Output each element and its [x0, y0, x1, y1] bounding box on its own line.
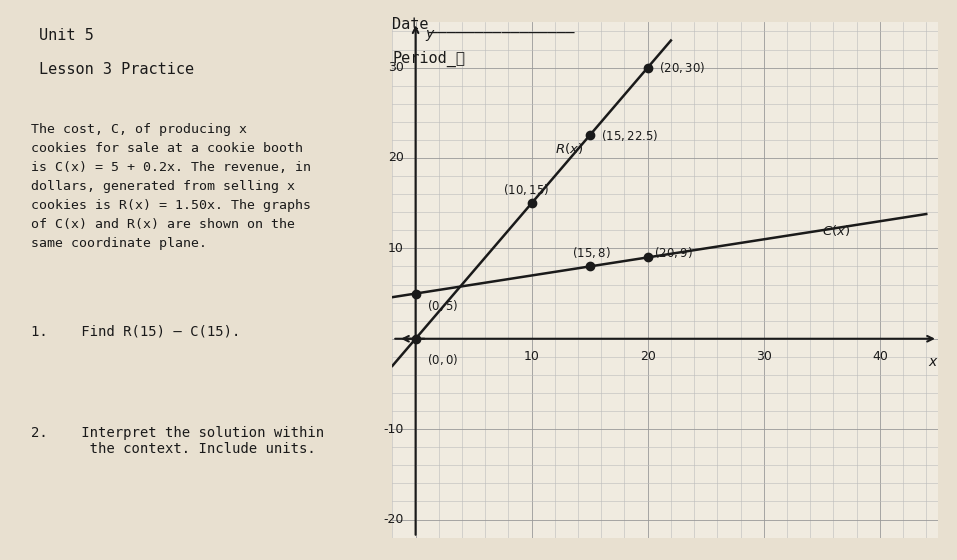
Text: 2.    Interpret the solution within
       the context. Include units.: 2. Interpret the solution within the con…: [32, 426, 324, 456]
Text: 40: 40: [872, 349, 888, 362]
Text: $(0, 0)$: $(0, 0)$: [427, 352, 458, 367]
Text: 30: 30: [389, 61, 404, 74]
Text: $(20, 9)$: $(20, 9)$: [654, 245, 692, 260]
Text: $C(x)$: $C(x)$: [822, 223, 850, 238]
Text: The cost, C, of producing x
cookies for sale at a cookie booth
is C(x) = 5 + 0.2: The cost, C, of producing x cookies for …: [32, 123, 311, 250]
Text: 1.    Find R(15) – C(15).: 1. Find R(15) – C(15).: [32, 325, 241, 339]
Text: Unit 5: Unit 5: [39, 28, 94, 43]
Text: Date________________: Date________________: [392, 17, 575, 33]
Text: Period_ℓ: Period_ℓ: [392, 50, 465, 67]
Text: $(0, 5)$: $(0, 5)$: [427, 298, 458, 313]
Text: 10: 10: [389, 242, 404, 255]
Text: $(15, 22.5)$: $(15, 22.5)$: [601, 128, 658, 143]
Text: $(20, 30)$: $(20, 30)$: [659, 60, 705, 75]
Text: $R(x)$: $R(x)$: [555, 142, 583, 156]
Text: $(15, 8)$: $(15, 8)$: [572, 245, 611, 260]
Text: -10: -10: [384, 423, 404, 436]
Text: 20: 20: [389, 151, 404, 165]
Text: 10: 10: [523, 349, 540, 362]
Text: $(10, 15)$: $(10, 15)$: [502, 182, 548, 197]
Text: y: y: [425, 27, 434, 41]
Text: x: x: [928, 355, 936, 369]
Text: Lesson 3 Practice: Lesson 3 Practice: [39, 62, 194, 77]
Text: 30: 30: [756, 349, 771, 362]
Text: 20: 20: [640, 349, 656, 362]
Text: -20: -20: [384, 513, 404, 526]
